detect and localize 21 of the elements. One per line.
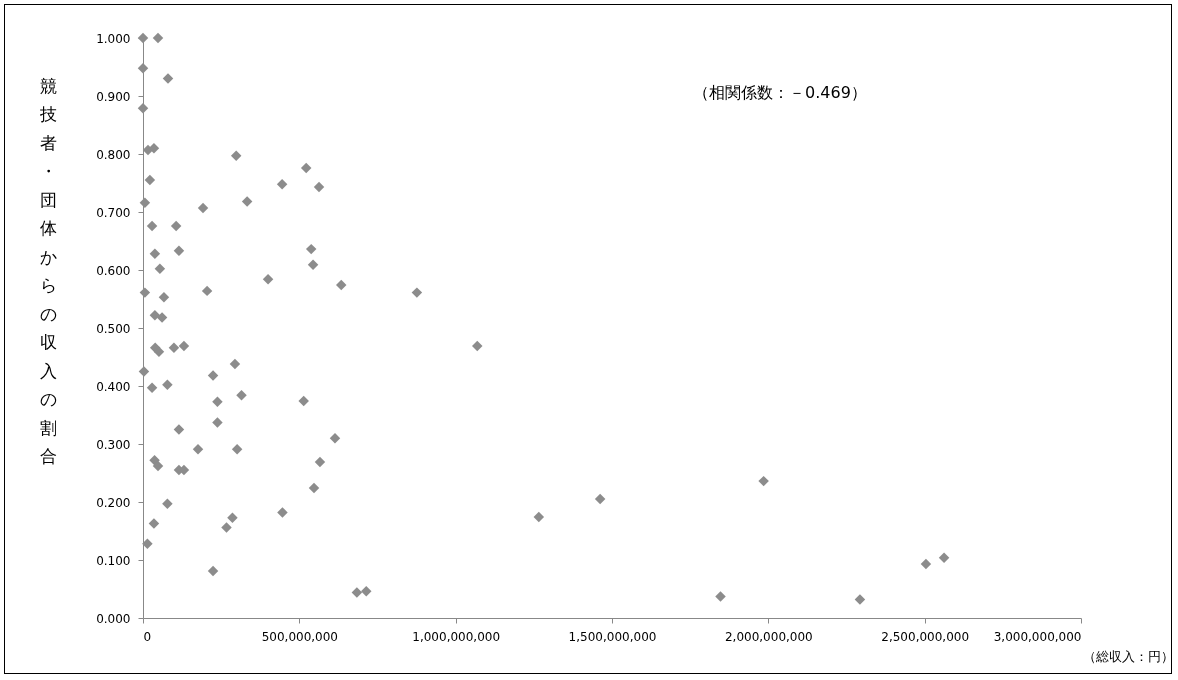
y-tick-label: 0.800 bbox=[96, 147, 131, 162]
y-tick-label: 0.400 bbox=[96, 379, 131, 394]
y-tick-label: 0.200 bbox=[96, 495, 131, 510]
y-tick-label: 0.700 bbox=[96, 205, 131, 220]
text: 競技者・団体からの収入の割合 bbox=[40, 75, 57, 466]
y-tick-label: 0.300 bbox=[96, 437, 131, 452]
x-tick-label: 500,000,000 bbox=[261, 629, 339, 644]
annotation: （相関係数：－0.469） bbox=[693, 83, 867, 102]
y-tick-label: 0.500 bbox=[96, 321, 131, 336]
x-tick-label: 0 bbox=[143, 629, 152, 644]
x-tick-label: 1,500,000,000 bbox=[568, 629, 657, 644]
y-tick-label: 0.000 bbox=[96, 611, 131, 626]
x-tick-label: 1,000,000,000 bbox=[412, 629, 501, 644]
y-tick-label: 0.900 bbox=[96, 89, 131, 104]
x-axis-title: （総収入：円） bbox=[1082, 648, 1174, 664]
y-tick-label: 1.000 bbox=[96, 31, 131, 46]
x-tick-label: 2,000,000,000 bbox=[724, 629, 813, 644]
y-tick-label: 0.600 bbox=[96, 263, 131, 278]
x-tick-label: 3,000,000,000 bbox=[993, 629, 1082, 644]
y-tick-label: 0.100 bbox=[96, 553, 131, 568]
x-tick-label: 2,500,000,000 bbox=[881, 629, 970, 644]
